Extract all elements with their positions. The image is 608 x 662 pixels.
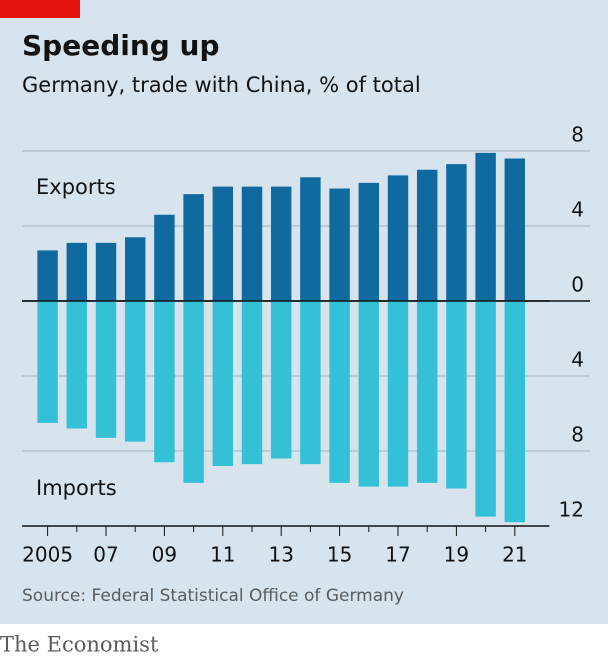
y-tick-label: 4 — [571, 198, 584, 222]
bar — [241, 186, 263, 301]
bar — [358, 182, 380, 301]
bar — [358, 301, 380, 487]
bar — [270, 301, 292, 459]
bar — [183, 194, 204, 301]
bar — [300, 177, 321, 301]
bar — [37, 250, 58, 301]
x-tick-label: 11 — [210, 543, 235, 567]
y-tick-label: 8 — [571, 123, 584, 147]
x-tick-label: 15 — [327, 543, 352, 567]
bar — [66, 301, 88, 429]
bar — [329, 301, 350, 483]
y-tick-label: 12 — [559, 498, 584, 522]
chart-title: Speeding up — [22, 29, 220, 62]
bar — [504, 301, 526, 523]
bar — [124, 237, 146, 301]
bar — [241, 301, 263, 465]
bar — [95, 242, 117, 301]
x-tick-label: 19 — [444, 543, 469, 567]
x-tick-label: 07 — [93, 543, 118, 567]
bar — [212, 186, 234, 301]
bar — [37, 301, 58, 423]
source: Source: Federal Statistical Office of Ge… — [22, 586, 404, 606]
bar — [387, 175, 409, 301]
bar — [212, 301, 234, 466]
bar — [416, 301, 438, 483]
brand-tag — [0, 0, 80, 18]
chart-subtitle: Germany, trade with China, % of total — [22, 73, 421, 97]
bar — [66, 242, 88, 301]
bar — [154, 301, 175, 463]
bar — [446, 164, 467, 301]
y-tick-label: 4 — [571, 348, 584, 372]
bar — [329, 188, 350, 301]
bar — [183, 301, 204, 483]
bar — [475, 301, 496, 517]
bar — [95, 301, 117, 438]
bar — [475, 152, 496, 301]
x-tick-label: 13 — [268, 543, 293, 567]
bar — [446, 301, 467, 489]
bar — [124, 301, 146, 442]
series-label: Exports — [36, 175, 116, 199]
x-tick-label: 2005 — [22, 543, 73, 567]
bar — [387, 301, 409, 487]
bar — [154, 214, 175, 301]
bar — [270, 186, 292, 301]
bar — [300, 301, 321, 465]
y-tick-label: 0 — [571, 273, 584, 297]
bar — [416, 169, 438, 301]
bar — [504, 158, 526, 301]
publisher: The Economist — [0, 633, 159, 657]
y-tick-label: 8 — [571, 423, 584, 447]
x-tick-label: 21 — [502, 543, 527, 567]
series-label: Imports — [36, 476, 117, 500]
x-tick-label: 09 — [152, 543, 177, 567]
x-tick-label: 17 — [385, 543, 410, 567]
